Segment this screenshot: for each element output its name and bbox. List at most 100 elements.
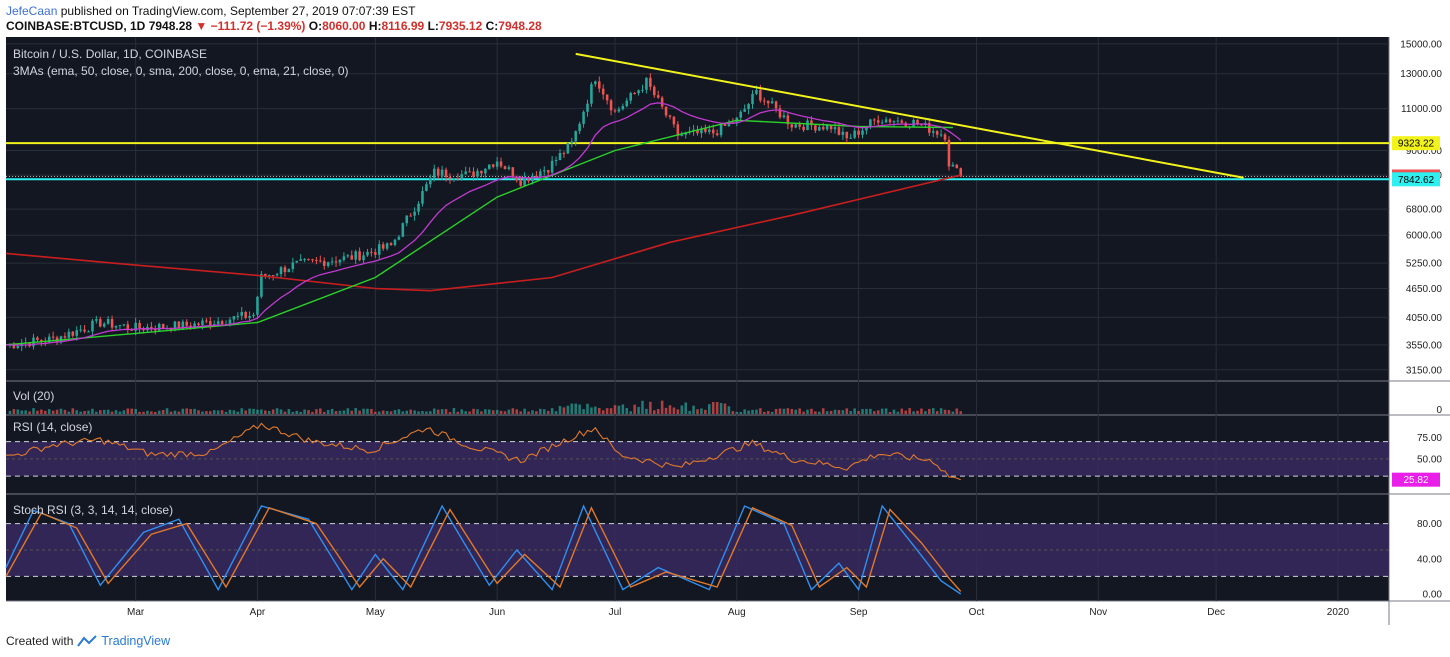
volume-bar bbox=[515, 409, 519, 414]
volume-bar bbox=[71, 408, 75, 414]
candle-body bbox=[955, 164, 959, 169]
volume-bar bbox=[633, 404, 636, 414]
volume-bar bbox=[91, 408, 94, 414]
price-axis-tick: 6800.00 bbox=[1406, 205, 1443, 216]
candle-body bbox=[566, 143, 570, 154]
candle-body bbox=[220, 321, 224, 325]
volume-bar bbox=[888, 411, 892, 414]
candle-body bbox=[539, 171, 542, 178]
candle-body bbox=[546, 170, 550, 173]
volume-bar bbox=[747, 410, 750, 414]
volume-bar bbox=[32, 408, 35, 414]
candle-body bbox=[362, 255, 365, 261]
volume-bar bbox=[20, 410, 23, 414]
candle-body bbox=[853, 130, 856, 138]
candle-body bbox=[248, 316, 251, 318]
volume-bar bbox=[597, 408, 601, 414]
volume-bar bbox=[283, 411, 287, 414]
candle-body bbox=[786, 115, 790, 125]
volume-bar bbox=[436, 409, 440, 414]
volume-bar bbox=[181, 408, 185, 414]
candle-body bbox=[436, 168, 440, 176]
price-badge-bg-2 bbox=[1392, 172, 1440, 187]
candle-body bbox=[228, 319, 232, 325]
volume-bar bbox=[55, 409, 59, 414]
volume-bar bbox=[444, 409, 448, 414]
candle-body bbox=[157, 323, 161, 331]
time-axis-label-Dec: Dec bbox=[1207, 607, 1225, 618]
candle-body bbox=[397, 236, 401, 240]
candle-body bbox=[676, 124, 680, 136]
candle-body bbox=[951, 164, 955, 167]
volume-bar bbox=[763, 411, 766, 414]
tradingview-brand[interactable]: TradingView bbox=[101, 634, 171, 648]
candle-body bbox=[154, 328, 157, 331]
candle-body bbox=[865, 127, 868, 131]
volume-bar bbox=[303, 409, 306, 414]
volume-bar bbox=[892, 409, 896, 414]
volume-bar bbox=[586, 403, 589, 414]
candle-body bbox=[664, 106, 668, 116]
candle-body bbox=[727, 122, 731, 126]
volume-bar bbox=[87, 410, 90, 414]
candle-body bbox=[338, 259, 342, 263]
rsi-pane-title: RSI (14, close) bbox=[13, 420, 92, 434]
volume-bar bbox=[425, 411, 428, 414]
candle-body bbox=[605, 94, 609, 101]
stoch-axis-tick: 0.00 bbox=[1423, 590, 1443, 601]
volume-bar bbox=[704, 409, 707, 414]
candle-body bbox=[303, 259, 306, 261]
volume-bar bbox=[40, 409, 43, 414]
author-link[interactable]: JefeCaan bbox=[6, 4, 58, 18]
volume-bar bbox=[456, 411, 460, 414]
volume-bar bbox=[672, 407, 676, 414]
descending-trendline bbox=[575, 52, 1244, 179]
candle-body bbox=[460, 174, 464, 180]
ema21-line bbox=[5, 102, 962, 346]
candle-body bbox=[653, 86, 656, 96]
price-axis-tick: 11000.00 bbox=[1401, 104, 1442, 115]
volume-bar bbox=[157, 410, 161, 414]
volume-bar bbox=[224, 411, 228, 414]
candle-body bbox=[594, 81, 597, 85]
volume-bar bbox=[212, 410, 216, 414]
candle-body bbox=[476, 170, 479, 177]
volume-bar bbox=[542, 409, 546, 414]
rsi-axis-tick: 75.00 bbox=[1417, 433, 1442, 444]
volume-bar bbox=[381, 410, 385, 414]
candle-body bbox=[818, 127, 821, 131]
candle-body bbox=[582, 111, 585, 124]
volume-bar bbox=[625, 408, 629, 414]
rsi-badge-bg bbox=[1392, 472, 1440, 487]
candle-body bbox=[739, 111, 742, 118]
volume-bar bbox=[601, 410, 605, 414]
volume-bar bbox=[177, 411, 181, 414]
candle-body bbox=[837, 127, 841, 135]
volume-bar bbox=[67, 411, 71, 414]
candle-body bbox=[114, 325, 118, 328]
candle-body bbox=[315, 259, 318, 261]
volume-bar bbox=[739, 411, 742, 414]
volume-bar bbox=[464, 411, 467, 414]
stoch-D-line bbox=[5, 506, 962, 592]
volume-bar bbox=[908, 408, 911, 414]
volume-bar bbox=[770, 411, 774, 414]
candle-body bbox=[550, 160, 554, 173]
candle-body bbox=[959, 168, 963, 177]
volume-bar bbox=[8, 410, 12, 414]
price-axis-tick: 3150.00 bbox=[1406, 365, 1443, 376]
candle-body bbox=[287, 269, 291, 273]
volume-bar bbox=[487, 409, 491, 414]
volume-bar bbox=[696, 409, 699, 414]
volume-bar bbox=[924, 411, 927, 414]
volume-bar bbox=[723, 403, 727, 414]
candle-body bbox=[106, 319, 110, 324]
volume-bar bbox=[755, 409, 758, 414]
volume-bar bbox=[209, 411, 212, 414]
candle-body bbox=[334, 261, 338, 263]
volume-bar bbox=[554, 411, 558, 414]
volume-bar bbox=[484, 409, 487, 414]
volume-bar bbox=[374, 411, 377, 414]
candle-body bbox=[794, 124, 798, 128]
